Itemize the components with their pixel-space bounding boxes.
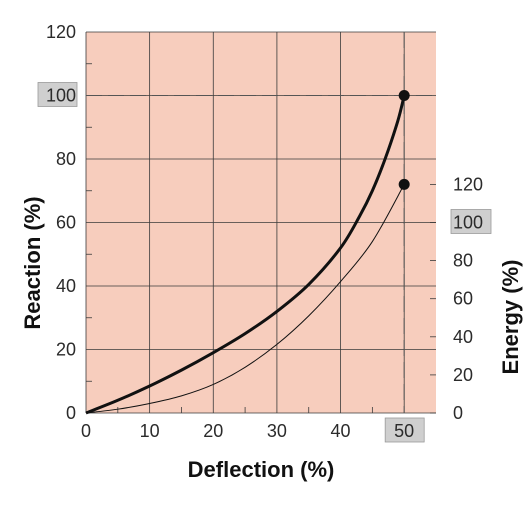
y2-tick-label: 0 (453, 403, 463, 423)
y2-tick-label: 40 (453, 327, 473, 347)
x-tick-label: 50 (394, 421, 414, 441)
x-tick-label: 30 (267, 421, 287, 441)
reaction-curve (85, 95, 406, 415)
y2-tick-label: 80 (453, 251, 473, 271)
y-tick-label: 20 (56, 340, 76, 360)
y-highlight-box (37, 82, 78, 107)
y-tick-label: 120 (46, 22, 76, 42)
tick-marks (86, 63, 436, 414)
y2-axis-title: Energy (%) (498, 260, 523, 375)
series-group (85, 90, 410, 415)
y2-highlight-box (450, 209, 492, 234)
x-tick-label: 10 (140, 421, 160, 441)
x-tick-label: 0 (81, 421, 91, 441)
grid-lines (85, 31, 436, 414)
y-tick-label: 80 (56, 149, 76, 169)
y-tick-label: 40 (56, 276, 76, 296)
y2-tick-label: 60 (453, 289, 473, 309)
tick-labels: 0 20 40 60 80 100 120 0 20 40 60 80 100 120 0 10 20 30 40 5… (37, 22, 492, 443)
energy-curve (85, 184, 405, 414)
y2-tick-label: 120 (453, 174, 483, 194)
energy-endpoint-marker (398, 178, 410, 190)
y-tick-label: 100 (46, 86, 76, 106)
reference-lines (86, 32, 436, 413)
y-tick-label: 60 (56, 213, 76, 233)
x-tick-label: 20 (203, 421, 223, 441)
x-highlight-box (384, 417, 425, 443)
y-tick-label: 0 (66, 403, 76, 423)
y2-tick-label: 20 (453, 365, 473, 385)
y2-tick-label: 100 (453, 213, 483, 233)
x-tick-label: 40 (331, 421, 351, 441)
y-axis-title: Reaction (%) (20, 196, 45, 329)
x-axis-title: Deflection (%) (188, 457, 335, 482)
reaction-endpoint-marker (398, 90, 410, 101)
